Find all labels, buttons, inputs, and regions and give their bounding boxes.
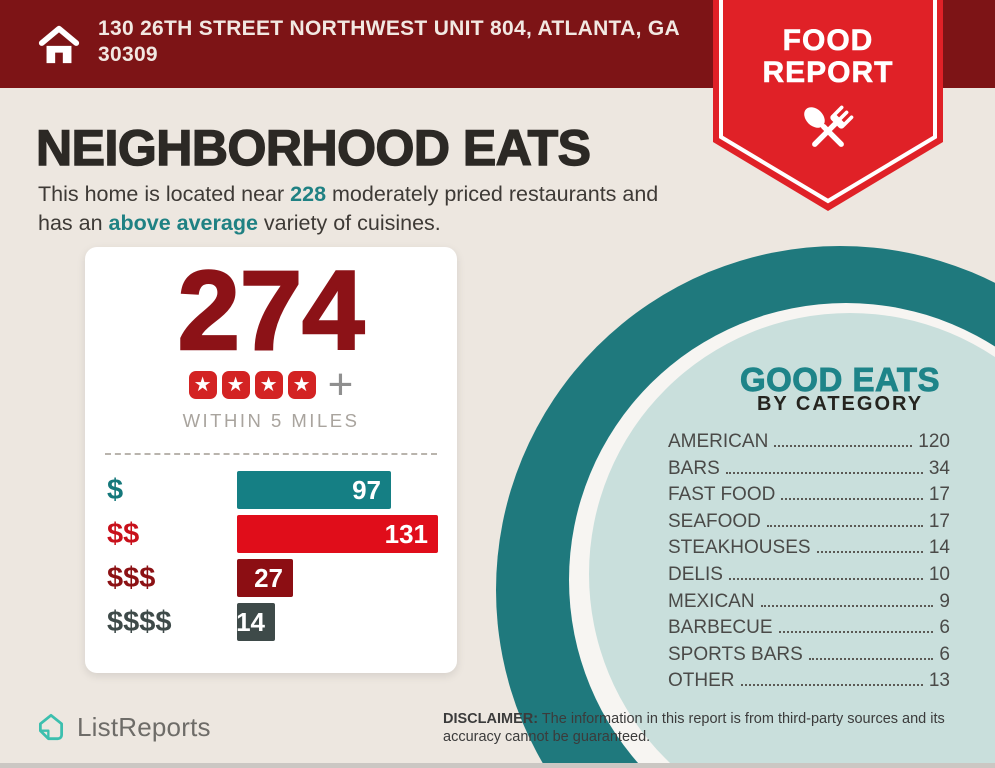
dotted-leader (725, 460, 923, 474)
price-bar-row: $$ 131 (85, 515, 457, 553)
restaurant-count: 228 (290, 182, 327, 206)
dotted-leader (766, 513, 923, 527)
dotted-leader (778, 619, 934, 634)
category-value: 6 (939, 643, 950, 665)
category-value: 17 (928, 510, 950, 532)
price-tier-label: $$$ (107, 561, 156, 594)
category-name: SPORTS BARS (668, 643, 803, 665)
category-name: STEAKHOUSES (668, 537, 811, 559)
category-value: 17 (928, 484, 950, 506)
property-address: 130 26TH STREET NORTHWEST UNIT 804, ATLA… (98, 16, 718, 68)
price-bar-row: $$$ 27 (85, 559, 457, 597)
price-bar-value: 131 (384, 518, 428, 549)
price-tier-label: $$ (107, 517, 140, 550)
category-row: SEAFOOD 17 (668, 510, 950, 532)
star-icon: ★ (254, 371, 283, 399)
brand-name: ListReports (77, 711, 211, 742)
intro-prefix: This home is located near (38, 182, 291, 206)
price-bar: 27 (237, 559, 293, 597)
category-row: BARS 34 (668, 457, 950, 479)
category-name: AMERICAN (668, 431, 769, 452)
home-icon (38, 25, 80, 64)
category-list: AMERICAN 120 BARS 34 FAST FOOD 17 SEAFOOD 17 STE… (668, 431, 950, 697)
disclaimer-label: DISCLAIMER: (443, 711, 539, 727)
category-row: BARBECUE 6 (668, 617, 950, 639)
disclaimer-text: DISCLAIMER: The information in this repo… (443, 710, 961, 746)
dotted-leader (774, 433, 913, 447)
price-bar-row: $97 (85, 471, 457, 509)
category-value: 9 (939, 590, 950, 612)
good-eats-subheading: BY CATEGORY (756, 393, 924, 415)
dotted-leader (740, 672, 923, 687)
price-bars: $97 $$ 131 $$$ 27 $$$$ 14 (85, 471, 457, 647)
price-bar-row: $$$$ 14 (85, 603, 457, 641)
category-value: 120 (918, 431, 950, 452)
category-row: DELIS 10 (668, 563, 950, 585)
category-name: SEAFOOD (668, 510, 761, 532)
price-bar-value: 27 (254, 562, 283, 593)
price-bar-value: 14 (236, 606, 265, 637)
radius-label: WITHIN 5 MILES (182, 410, 360, 431)
price-bar: 97 (237, 471, 391, 509)
bottom-edge-strip (0, 763, 995, 768)
price-tier-label: $$$$ (107, 605, 172, 638)
good-eats-heading: GOOD EATS (739, 361, 941, 399)
intro-line2-suffix: variety of cuisines. (257, 211, 441, 235)
category-value: 6 (939, 617, 950, 639)
category-row: OTHER 13 (668, 670, 950, 692)
dashed-divider (105, 453, 437, 455)
plus-sign: + (327, 360, 354, 409)
intro-line2-prefix: has an (38, 211, 109, 235)
category-name: FAST FOOD (668, 484, 776, 506)
ribbon-title-line2: REPORT (762, 56, 894, 90)
total-restaurants-count: 274 (176, 248, 365, 373)
disclaimer-body: The information in this report is from t… (443, 711, 945, 745)
intro-text: This home is located near 228 moderately… (38, 180, 658, 238)
category-name: DELIS (668, 563, 723, 585)
category-row: STEAKHOUSES 14 (668, 537, 950, 559)
address-line-2: 30309 (98, 43, 158, 66)
price-tier-label: $ (107, 473, 124, 506)
category-row: AMERICAN 120 (668, 431, 950, 452)
price-bar: 131 (237, 515, 438, 553)
address-line-1: 130 26TH STREET NORTHWEST UNIT 804, ATLA… (98, 17, 680, 40)
category-name: BARBECUE (668, 617, 773, 639)
ribbon-banner-shape (713, 0, 943, 211)
category-name: MEXICAN (668, 590, 755, 612)
category-value: 34 (928, 457, 950, 479)
intro-text-line2: has an above average variety of cuisines… (38, 209, 658, 238)
star-rating: ★ ★ ★ ★ + (85, 360, 457, 409)
category-row: SPORTS BARS 6 (668, 643, 950, 665)
listreports-house-icon (38, 713, 64, 741)
category-value: 13 (928, 670, 950, 692)
intro-line1-suffix: moderately priced restaurants and (326, 182, 659, 206)
page-title: NEIGHBORHOOD EATS (35, 119, 591, 176)
ribbon-title-line1: FOOD (782, 24, 874, 58)
star-icon: ★ (188, 371, 217, 399)
star-icon: ★ (221, 371, 250, 399)
dotted-leader (760, 593, 934, 607)
category-value: 10 (928, 563, 950, 585)
food-report-ribbon: FOOD REPORT (713, 0, 943, 212)
category-value: 14 (928, 537, 950, 559)
dotted-leader (728, 566, 923, 580)
category-row: FAST FOOD 17 (668, 484, 950, 506)
price-bar-value: 97 (352, 474, 381, 505)
dotted-leader (816, 539, 923, 554)
category-name: BARS (668, 457, 720, 479)
restaurant-summary-card: 274 ★ ★ ★ ★ + WITHIN 5 MILES $97 $$ 131 $$$ 27 $$… (85, 247, 457, 673)
crossed-spoon-and-fork-icon (804, 105, 854, 147)
category-row: MEXICAN 9 (668, 590, 950, 612)
dotted-leader (781, 486, 923, 501)
variety-highlight: above average (108, 211, 258, 235)
star-icon: ★ (287, 371, 316, 399)
category-name: OTHER (668, 670, 735, 692)
intro-text-line1: This home is located near 228 moderately… (38, 180, 658, 209)
listreports-logo: ListReports (34, 710, 211, 744)
dotted-leader (808, 646, 934, 660)
price-bar: 14 (236, 603, 275, 641)
